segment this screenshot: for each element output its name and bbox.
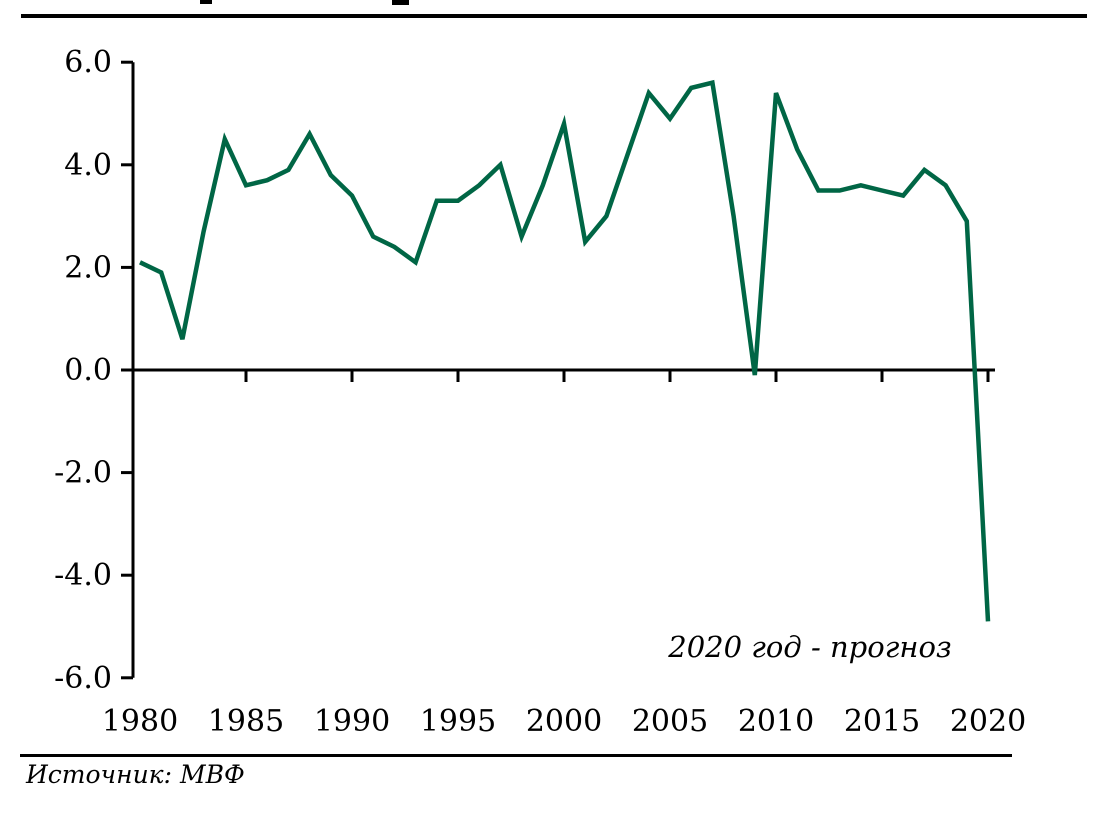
- y-tick-label: 4.0: [64, 148, 112, 183]
- y-tick-label: 0.0: [64, 353, 112, 388]
- x-tick-label: 1985: [208, 704, 284, 739]
- y-tick-label: -6.0: [54, 661, 112, 696]
- x-tick-label: 2015: [844, 704, 920, 739]
- top-divider-rule: [21, 14, 1087, 18]
- clipped-title-descender: [200, 0, 212, 4]
- x-tick-label: 2005: [632, 704, 708, 739]
- gdp-growth-line: [139, 79, 991, 622]
- y-tick-label: -4.0: [54, 558, 112, 593]
- y-tick-label: 6.0: [64, 45, 112, 80]
- x-tick-label: 2010: [738, 704, 814, 739]
- y-tick-label: -2.0: [54, 456, 112, 491]
- forecast-annotation: 2020 год - прогноз: [668, 630, 952, 664]
- bottom-divider-rule: [20, 754, 1012, 757]
- source-note: Источник: МВФ: [26, 760, 245, 789]
- x-tick-label: 2000: [526, 704, 602, 739]
- x-tick-label: 2020: [950, 704, 1026, 739]
- x-tick-label: 1995: [420, 704, 496, 739]
- x-tick-label: 1980: [102, 704, 178, 739]
- y-tick-label: 2.0: [64, 250, 112, 285]
- x-tick-label: 1990: [314, 704, 390, 739]
- clipped-title-descender: [392, 0, 409, 5]
